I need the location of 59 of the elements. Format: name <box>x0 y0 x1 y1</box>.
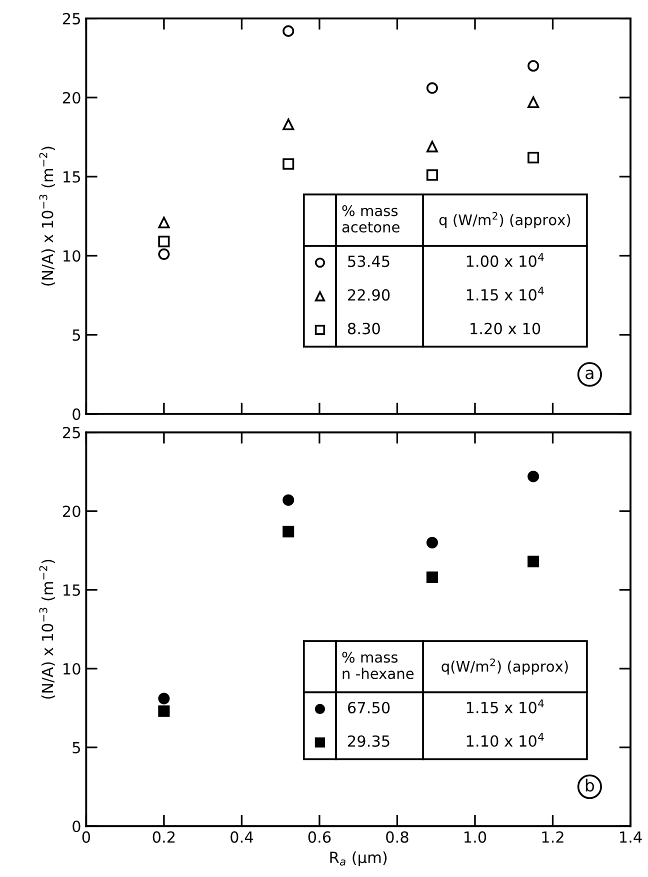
y-tick-label: 0 <box>72 408 80 420</box>
point <box>158 692 170 704</box>
annotation: q (W/m$^{2}$) (approx) <box>439 212 570 228</box>
point <box>528 470 540 482</box>
y-tick-label: 5 <box>72 742 80 754</box>
point <box>426 572 438 584</box>
y-tick-label: 20 <box>63 92 80 104</box>
legend-title: % mass acetone <box>342 205 400 233</box>
y-tick-label: 10 <box>64 663 80 675</box>
legend-label: 8.30 <box>348 322 380 334</box>
point <box>282 25 294 37</box>
point <box>528 60 540 72</box>
x-tick-label: 0.6 <box>308 831 331 843</box>
point <box>528 152 540 164</box>
x-tick-label: 0.2 <box>152 831 175 843</box>
y-axis-title: (N/A) x 10$^{−3}$ (m$^{−2}$) <box>39 146 56 286</box>
x-tick-label: 1.0 <box>464 831 486 843</box>
point <box>158 236 170 248</box>
annotation: 1.15 x 10$^{4}$ <box>466 286 544 301</box>
point <box>158 705 170 717</box>
legend-label: 22.90 <box>348 289 390 301</box>
annotation: b <box>586 778 594 792</box>
point <box>528 96 540 108</box>
point <box>158 248 170 260</box>
y-tick-label: 20 <box>63 506 80 518</box>
point <box>426 536 438 548</box>
point <box>282 526 294 538</box>
x-tick-label: 1.4 <box>620 831 642 843</box>
legend-label: 67.50 <box>348 702 390 714</box>
x-axis-title: R$_{a}$ (μm) <box>330 851 387 866</box>
annotation: 1.00 x 10$^{4}$ <box>466 253 544 267</box>
y-tick-label: 15 <box>64 171 80 183</box>
y-axis-title: (N/A) x 10$^{−3}$ (m$^{−2}$) <box>39 560 56 699</box>
x-tick-label: 0.8 <box>386 831 408 843</box>
legend-label: 53.45 <box>348 256 390 268</box>
annotation: 1.10 x 10$^{4}$ <box>466 732 544 747</box>
annotation: 1.20 x 10 <box>470 322 540 334</box>
point <box>282 494 294 506</box>
annotation: q(W/m$^{2}$) (approx) <box>442 658 568 675</box>
annotation: 1.15 x 10$^{4}$ <box>466 699 544 714</box>
x-tick-label: 0 <box>82 831 90 843</box>
annotation: a <box>586 370 594 380</box>
y-tick-label: 25 <box>63 426 80 438</box>
point <box>158 216 170 228</box>
x-tick-label: 1.2 <box>542 831 564 843</box>
y-tick-label: 10 <box>64 250 80 262</box>
x-tick-label: 0.4 <box>230 831 253 843</box>
point <box>282 158 294 170</box>
legend-label: 29.35 <box>348 735 390 747</box>
y-tick-label: 15 <box>64 584 80 596</box>
legend-title: % mass n -hexane <box>342 652 414 680</box>
point <box>426 169 438 181</box>
y-tick-label: 25 <box>63 12 80 24</box>
y-tick-label: 0 <box>72 820 80 832</box>
point <box>528 556 540 568</box>
point <box>426 140 438 152</box>
point <box>282 118 294 130</box>
point <box>426 82 438 94</box>
y-tick-label: 5 <box>72 330 80 341</box>
